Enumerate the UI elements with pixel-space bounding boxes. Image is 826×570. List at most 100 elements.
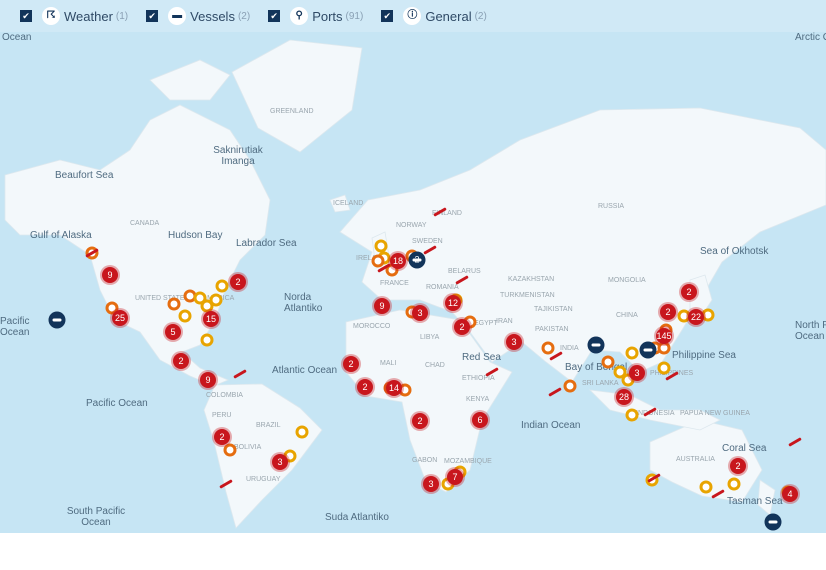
- vessel-marker[interactable]: [587, 336, 605, 354]
- incident-cluster-badge[interactable]: 3: [506, 334, 522, 350]
- incident-cluster-badge[interactable]: 22: [688, 309, 704, 325]
- map-label: IRAN: [496, 318, 513, 325]
- incident-cluster-badge[interactable]: 2: [173, 353, 189, 369]
- vessel-marker[interactable]: [764, 513, 782, 531]
- map-label: MONGOLIA: [608, 277, 646, 284]
- port-marker[interactable]: [625, 408, 639, 422]
- map-label: INDIA: [560, 345, 579, 352]
- incident-cluster-badge[interactable]: 4: [782, 486, 798, 502]
- map-label: GREENLAND: [270, 108, 314, 115]
- map-label: CANADA: [130, 220, 160, 227]
- incident-cluster-badge[interactable]: 2: [730, 458, 746, 474]
- incident-cluster-badge[interactable]: 9: [200, 372, 216, 388]
- map-label: Bay of Bengal: [565, 362, 628, 373]
- incident-cluster-badge[interactable]: 2: [343, 356, 359, 372]
- map-label: COLOMBIA: [206, 392, 243, 399]
- map-label: Atlantic Ocean: [272, 365, 338, 376]
- incident-cluster-badge[interactable]: 15: [203, 311, 219, 327]
- port-marker[interactable]: [167, 297, 181, 311]
- incident-cluster-badge[interactable]: 2: [357, 379, 373, 395]
- incident-cluster-badge[interactable]: 6: [472, 412, 488, 428]
- map-label: MOROCCO: [353, 323, 391, 330]
- port-marker[interactable]: [563, 379, 577, 393]
- incident-cluster-badge[interactable]: 3: [272, 454, 288, 470]
- checkbox-checked-icon[interactable]: ✔: [268, 10, 281, 22]
- map-label: BOLIVIA: [234, 444, 262, 451]
- map-label: TAJIKISTAN: [534, 306, 573, 313]
- incident-cluster-badge[interactable]: 9: [374, 298, 390, 314]
- incident-cluster-badge[interactable]: 5: [165, 324, 181, 340]
- incident-cluster-badge[interactable]: 2: [660, 304, 676, 320]
- map-label: Coral Sea: [722, 443, 767, 454]
- checkbox-checked-icon[interactable]: ✔: [146, 10, 159, 22]
- map-label: MOZAMBIQUE: [444, 458, 492, 465]
- port-marker[interactable]: [178, 309, 192, 323]
- incident-cluster-badge[interactable]: 18: [390, 253, 406, 269]
- map-label: FRANCE: [380, 280, 409, 287]
- map-label: URUGUAY: [246, 476, 281, 483]
- incident-cluster-badge[interactable]: 7: [447, 469, 463, 485]
- map-label: Sea of Okhotsk: [700, 246, 769, 257]
- filter-label: Ports: [312, 8, 343, 24]
- port-marker[interactable]: [215, 279, 229, 293]
- map-label: SWEDEN: [412, 238, 443, 245]
- port-marker[interactable]: [200, 333, 214, 347]
- filter-vessels[interactable]: ✔ ▬ Vessels (2): [146, 7, 250, 25]
- vessel-marker[interactable]: [48, 311, 66, 329]
- incident-cluster-badge[interactable]: 28: [616, 389, 632, 405]
- incident-cluster-badge[interactable]: 25: [112, 310, 128, 326]
- map-label: IRELAND: [356, 255, 386, 262]
- map-label: RUSSIA: [598, 203, 625, 210]
- map-label: PAKISTAN: [535, 326, 569, 333]
- port-marker[interactable]: [541, 341, 555, 355]
- port-marker[interactable]: [295, 425, 309, 439]
- incident-cluster-badge[interactable]: 2: [230, 274, 246, 290]
- vessel-marker[interactable]: [639, 341, 657, 359]
- port-marker[interactable]: [657, 361, 671, 375]
- incident-cluster-badge[interactable]: 3: [412, 305, 428, 321]
- incident-cluster-badge[interactable]: 9: [102, 267, 118, 283]
- port-marker[interactable]: [601, 355, 615, 369]
- filter-weather[interactable]: ✔ ☈ Weather (1): [20, 7, 128, 25]
- map-label: KAZAKHSTAN: [508, 276, 555, 283]
- vessel-marker[interactable]: 2: [408, 251, 426, 269]
- incident-cluster-badge[interactable]: 2: [454, 319, 470, 335]
- info-alert-icon: ⓘ: [403, 7, 422, 25]
- port-marker[interactable]: [727, 477, 741, 491]
- filter-count: (91): [345, 10, 364, 22]
- map-label: INDONESIA: [636, 410, 675, 417]
- port-marker[interactable]: [371, 254, 385, 268]
- world-map[interactable]: Ocean Arctic O GREENLAND Saknirutiak Imanga…: [0, 0, 826, 533]
- map-label: BELARUS: [448, 268, 481, 275]
- incident-cluster-badge[interactable]: 3: [423, 476, 439, 492]
- filter-label: General: [425, 8, 472, 24]
- incident-cluster-badge[interactable]: 145: [656, 328, 672, 344]
- map-label: North P Ocean: [795, 320, 826, 342]
- incident-cluster-badge[interactable]: 2: [681, 284, 697, 300]
- port-marker[interactable]: [209, 293, 223, 307]
- incident-cluster-badge[interactable]: 12: [445, 295, 461, 311]
- map-label: Beaufort Sea: [55, 170, 114, 181]
- incident-cluster-badge[interactable]: 2: [214, 429, 230, 445]
- checkbox-checked-icon[interactable]: ✔: [20, 10, 32, 22]
- filter-general[interactable]: ✔ ⓘ General (2): [381, 7, 487, 25]
- port-marker[interactable]: [699, 480, 713, 494]
- incident-cluster-badge[interactable]: 14: [386, 380, 402, 396]
- port-marker[interactable]: [374, 239, 388, 253]
- map-label: EGYPT: [474, 320, 498, 327]
- map-label: PERU: [212, 412, 232, 419]
- filter-label: Vessels: [190, 8, 235, 24]
- map-label: Norda Atlantiko: [284, 292, 323, 314]
- checkbox-checked-icon[interactable]: ✔: [381, 10, 394, 22]
- port-pin-icon: ⚲: [290, 7, 309, 25]
- incident-cluster-badge[interactable]: 2: [412, 413, 428, 429]
- filter-ports[interactable]: ✔ ⚲ Ports (91): [268, 7, 363, 25]
- map-label: Saknirutiak Imanga: [213, 145, 263, 167]
- port-marker[interactable]: [223, 443, 237, 457]
- map-label: Pacific Ocean: [0, 316, 30, 338]
- filter-bar: ✔ ☈ Weather (1) ✔ ▬ Vessels (2) ✔ ⚲ Ports (91) ✔ ⓘ…: [0, 0, 826, 32]
- port-marker[interactable]: [625, 346, 639, 360]
- map-label: Gulf of Alaska: [30, 230, 92, 241]
- incident-cluster-badge[interactable]: 3: [629, 365, 645, 381]
- map-label: AUSTRALIA: [676, 456, 715, 463]
